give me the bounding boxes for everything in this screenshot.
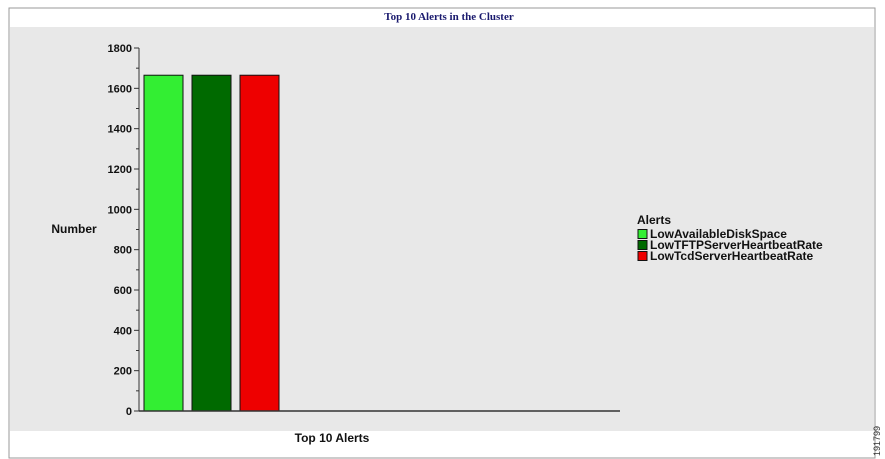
legend-swatch: [637, 251, 648, 261]
bar-LowTcdServerHeartbeatRate: [239, 74, 280, 412]
y-tick-label: 1400: [108, 124, 132, 136]
bar-LowAvailableDiskSpace: [143, 74, 184, 412]
legend: Alerts LowAvailableDiskSpaceLowTFTPServe…: [637, 213, 823, 263]
y-tick-label: 600: [114, 285, 132, 297]
bar-LowTFTPServerHeartbeatRate: [191, 74, 232, 412]
y-tick-label: 400: [114, 325, 132, 337]
y-tick-label: 200: [114, 366, 132, 378]
legend-title: Alerts: [637, 213, 671, 227]
legend-swatch: [637, 240, 648, 250]
legend-entry: LowTFTPServerHeartbeatRate: [650, 238, 823, 252]
y-tick-label: 800: [114, 245, 132, 257]
legend-entry: LowTcdServerHeartbeatRate: [650, 249, 813, 263]
y-axis-label: Number: [51, 222, 97, 236]
y-axis: 0 200 400 600 800 1000 1200 1400 1600 1800: [108, 43, 140, 418]
x-axis-label: Top 10 Alerts: [295, 431, 370, 445]
y-tick-label: 1200: [108, 164, 132, 176]
y-tick-label: 1000: [108, 204, 132, 216]
y-tick-label: 0: [126, 406, 132, 418]
chart-title: Top 10 Alerts in the Cluster: [384, 11, 514, 23]
side-code: 191799: [872, 426, 882, 456]
bars: [143, 74, 280, 412]
y-tick-label: 1600: [108, 83, 132, 95]
y-tick-label: 1800: [108, 43, 132, 55]
legend-entry: LowAvailableDiskSpace: [650, 227, 787, 241]
legend-swatch: [637, 229, 648, 239]
